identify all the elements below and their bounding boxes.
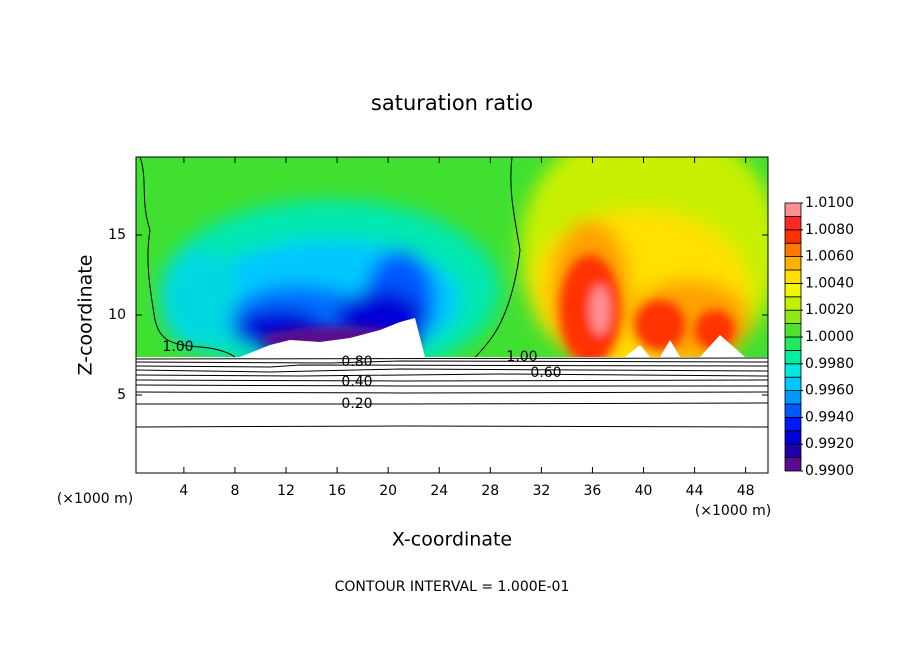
contour-label: 0.80 (341, 354, 372, 370)
colorbar-box (784, 430, 802, 445)
colorbar-box (784, 363, 802, 378)
colorbar-label: 1.0060 (805, 249, 854, 265)
colorbar-box (784, 457, 802, 472)
colorbar-box (784, 443, 802, 459)
x-tick-label: 4 (179, 483, 188, 499)
colorbar-box (784, 336, 802, 351)
colorbar-label: 0.9940 (805, 409, 854, 425)
y-tick-label: 10 (108, 307, 126, 323)
chart-title: saturation ratio (371, 91, 533, 115)
x-axis-label: X-coordinate (392, 529, 512, 551)
x-tick-label: 36 (584, 483, 602, 499)
contour-label: 1.00 (506, 349, 537, 365)
colorbar-box (784, 309, 802, 325)
colorbar-box (784, 269, 802, 284)
x-tick-label: 48 (737, 483, 755, 499)
colorbar-label: 0.9920 (805, 436, 854, 452)
colorbar-box (784, 390, 802, 405)
colorbar-box (784, 202, 802, 217)
x-unit: (×1000 m) (57, 491, 133, 507)
x-tick-label: 12 (277, 483, 295, 499)
contour-label: 0.20 (341, 396, 372, 412)
y-tick-label: 15 (108, 227, 126, 243)
contour-label: 0.40 (341, 374, 372, 390)
x-tick-label: 44 (686, 483, 704, 499)
colorbar-box (784, 323, 802, 338)
colorbar-label: 1.0080 (805, 222, 854, 238)
colorbar-label: 0.9900 (805, 463, 854, 479)
colorbar-box (784, 403, 802, 418)
colorbar-label: 0.9980 (805, 356, 854, 372)
colorbar-box (784, 282, 802, 298)
x-tick-label: 40 (635, 483, 653, 499)
colorbar-box (784, 256, 802, 271)
colorbar-label: 1.0020 (805, 302, 854, 318)
colorbar-box (784, 349, 802, 365)
colorbar-box (784, 242, 802, 257)
colorbar-box (784, 416, 802, 432)
colorbar-box (784, 215, 802, 231)
x-unit: (×1000 m) (695, 503, 771, 519)
colorbar-label: 1.0000 (805, 329, 854, 345)
x-tick-label: 20 (379, 483, 397, 499)
x-tick-label: 32 (532, 483, 550, 499)
colorbar-label: 1.0100 (805, 195, 854, 211)
colorbar-box (784, 229, 802, 244)
colorbar-box (784, 376, 802, 392)
y-tick-label: 5 (117, 387, 126, 403)
x-tick-label: 28 (481, 483, 499, 499)
colorbar-box (784, 296, 802, 311)
field (136, 157, 768, 473)
x-tick-label: 24 (430, 483, 448, 499)
y-axis-label: Z-coordinate (75, 255, 97, 376)
x-tick-label: 16 (328, 483, 346, 499)
colorbar-label: 0.9960 (805, 383, 854, 399)
contour-labels: 1.00 0.80 0.40 0.20 1.00 0.60 (162, 339, 561, 412)
colorbar-label: 1.0040 (805, 275, 854, 291)
x-tick-label: 8 (230, 483, 239, 499)
footer: CONTOUR INTERVAL = 1.000E-01 (335, 579, 570, 595)
contour-label: 1.00 (162, 339, 193, 355)
contour-label: 0.60 (530, 365, 561, 381)
